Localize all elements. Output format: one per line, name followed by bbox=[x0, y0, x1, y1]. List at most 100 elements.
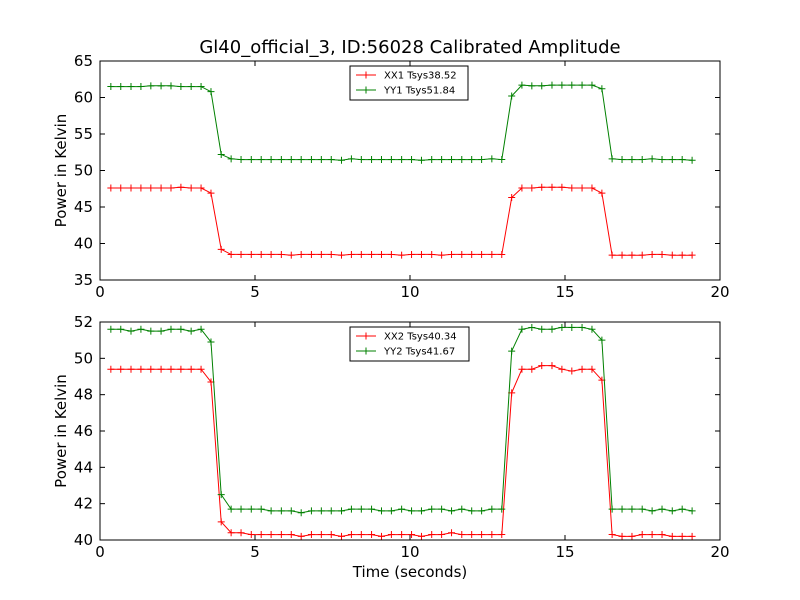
data-point bbox=[337, 156, 345, 164]
data-point bbox=[548, 183, 556, 191]
data-point bbox=[468, 507, 476, 515]
data-point bbox=[578, 184, 586, 192]
data-point bbox=[588, 325, 596, 333]
data-point bbox=[267, 250, 275, 258]
y-axis-label: Power in Kelvin bbox=[52, 374, 70, 488]
data-point bbox=[458, 250, 466, 258]
data-point bbox=[678, 156, 686, 164]
data-point bbox=[408, 531, 416, 539]
data-point bbox=[267, 531, 275, 539]
bottom-plot: 0 5 10 15 20 40 42 44 46 48 50 52 Power in Kelvin XX2… bbox=[52, 313, 730, 561]
data-point bbox=[377, 250, 385, 258]
data-point bbox=[508, 194, 516, 202]
data-point bbox=[508, 92, 516, 100]
data-point bbox=[678, 532, 686, 540]
data-point bbox=[197, 83, 205, 91]
data-point bbox=[548, 362, 556, 370]
top-plot: 0 5 10 15 20 35 40 45 50 55 60 65 Power in Kelvin XX1… bbox=[52, 52, 730, 301]
data-point bbox=[217, 150, 225, 158]
data-point bbox=[438, 156, 446, 164]
data-point bbox=[347, 250, 355, 258]
data-point bbox=[337, 251, 345, 259]
data-point bbox=[648, 507, 656, 515]
data-point bbox=[458, 156, 466, 164]
data-point bbox=[157, 184, 165, 192]
data-point bbox=[428, 250, 436, 258]
data-point bbox=[678, 505, 686, 513]
data-point bbox=[688, 156, 696, 164]
data-point bbox=[177, 183, 185, 191]
data-point bbox=[187, 365, 195, 373]
data-point bbox=[157, 365, 165, 373]
data-point bbox=[377, 507, 385, 515]
data-point bbox=[658, 156, 666, 164]
data-point bbox=[628, 505, 636, 513]
y-tick-label: 50 bbox=[74, 349, 93, 367]
y-tick-label: 52 bbox=[74, 313, 93, 331]
data-point bbox=[518, 184, 526, 192]
data-point bbox=[408, 156, 416, 164]
data-point bbox=[608, 251, 616, 259]
data-point bbox=[438, 505, 446, 513]
data-point bbox=[257, 531, 265, 539]
data-point bbox=[137, 325, 145, 333]
data-point bbox=[417, 532, 425, 540]
data-point bbox=[438, 531, 446, 539]
data-point bbox=[498, 250, 506, 258]
data-point bbox=[277, 250, 285, 258]
data-point bbox=[237, 505, 245, 513]
data-point bbox=[137, 365, 145, 373]
data-point bbox=[668, 532, 676, 540]
data-point bbox=[347, 531, 355, 539]
x-tick-label: 15 bbox=[555, 543, 574, 561]
data-point bbox=[458, 531, 466, 539]
data-point bbox=[257, 250, 265, 258]
x-tick-label: 0 bbox=[95, 283, 105, 301]
data-point bbox=[428, 156, 436, 164]
data-point bbox=[568, 184, 576, 192]
data-point bbox=[187, 184, 195, 192]
data-point bbox=[498, 531, 506, 539]
data-point bbox=[197, 184, 205, 192]
data-point bbox=[368, 156, 376, 164]
data-point bbox=[297, 156, 305, 164]
data-point bbox=[177, 365, 185, 373]
data-point bbox=[588, 81, 596, 89]
data-point bbox=[448, 529, 456, 537]
data-point bbox=[638, 505, 646, 513]
data-point bbox=[538, 362, 546, 370]
data-point bbox=[538, 325, 546, 333]
data-point bbox=[668, 507, 676, 515]
data-point bbox=[247, 156, 255, 164]
data-point bbox=[428, 531, 436, 539]
data-point bbox=[608, 531, 616, 539]
data-point bbox=[688, 507, 696, 515]
data-point bbox=[117, 365, 125, 373]
x-tick-label: 20 bbox=[710, 543, 729, 561]
data-point bbox=[468, 250, 476, 258]
data-point bbox=[377, 532, 385, 540]
data-point bbox=[317, 531, 325, 539]
data-point bbox=[568, 367, 576, 375]
data-point bbox=[287, 531, 295, 539]
data-point bbox=[387, 250, 395, 258]
data-point bbox=[127, 83, 135, 91]
data-point bbox=[197, 365, 205, 373]
data-point bbox=[628, 251, 636, 259]
data-point bbox=[257, 156, 265, 164]
data-point bbox=[137, 83, 145, 91]
data-point bbox=[528, 82, 536, 90]
data-point bbox=[618, 532, 626, 540]
y-tick-label: 48 bbox=[74, 386, 93, 404]
data-point bbox=[648, 155, 656, 163]
x-tick-label: 20 bbox=[710, 283, 729, 301]
x-tick-label: 5 bbox=[250, 543, 260, 561]
data-point bbox=[237, 156, 245, 164]
data-point bbox=[618, 156, 626, 164]
data-point bbox=[408, 250, 416, 258]
data-point bbox=[247, 531, 255, 539]
data-point bbox=[357, 156, 365, 164]
data-point bbox=[257, 505, 265, 513]
data-point bbox=[277, 507, 285, 515]
